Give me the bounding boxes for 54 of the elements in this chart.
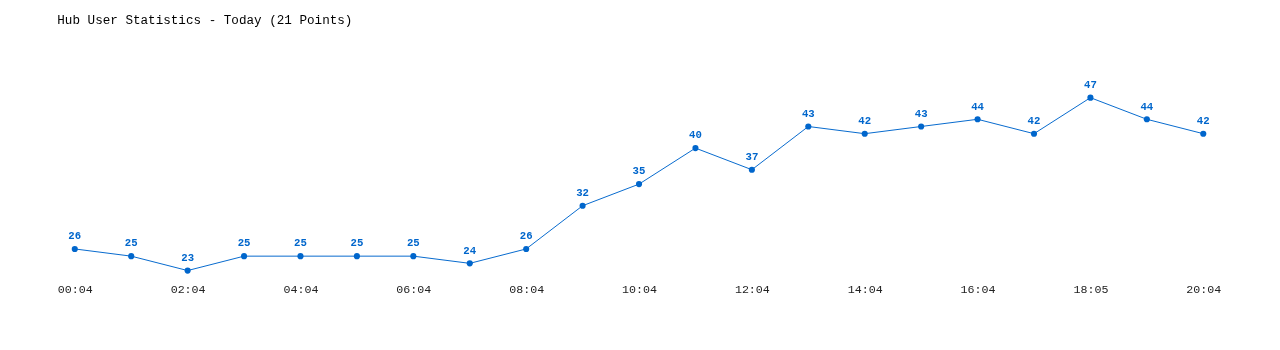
x-tick-label: 16:04: [960, 283, 996, 297]
data-label: 35: [632, 165, 646, 178]
data-label: 25: [237, 237, 251, 250]
point: [184, 267, 191, 274]
data-label: 37: [745, 151, 759, 163]
data-label: 25: [294, 237, 307, 250]
data-label: 26: [519, 230, 533, 243]
data-label: 42: [858, 114, 872, 127]
data-label: 44: [1140, 100, 1154, 113]
data-label: 25: [350, 237, 364, 250]
point: [523, 245, 530, 253]
data-label: 25: [406, 237, 420, 250]
x-tick-label: 10:04: [622, 283, 657, 297]
point: [1143, 116, 1150, 123]
point: [1200, 130, 1207, 137]
data-label: 23: [181, 251, 195, 264]
x-tick-label: 12:04: [734, 283, 770, 297]
point: [861, 130, 868, 137]
point: [974, 116, 981, 123]
point: [805, 123, 812, 130]
data-label: 43: [914, 107, 928, 120]
x-tick-label: 18:05: [1073, 283, 1109, 297]
data-label: 40: [689, 129, 702, 142]
point: [692, 145, 699, 152]
data-label: 32: [576, 187, 590, 200]
x-tick-label: 00:04: [57, 283, 93, 297]
chart-title: Hub User Statistics - Today (21 Points): [57, 12, 353, 28]
point: [748, 166, 755, 173]
point: [466, 260, 473, 267]
point: [410, 253, 417, 260]
x-tick-label: 02:04: [170, 283, 206, 297]
data-label: 47: [1084, 78, 1097, 91]
point: [635, 181, 643, 188]
point: [579, 202, 586, 209]
x-tick-label: 14:04: [847, 283, 883, 297]
point: [353, 253, 360, 260]
data-label: 44: [971, 100, 985, 113]
point: [240, 253, 248, 260]
x-tick-label: 04:04: [283, 283, 319, 297]
point: [128, 253, 135, 260]
data-label: 42: [1027, 114, 1041, 127]
point: [1087, 94, 1094, 101]
point: [1030, 130, 1038, 137]
data-label: 24: [463, 244, 477, 257]
data-label: 26: [68, 230, 82, 243]
x-tick-label: 20:04: [1186, 283, 1222, 297]
point: [918, 123, 925, 130]
point: [71, 245, 78, 253]
x-tick-label: 06:04: [396, 283, 432, 297]
data-label: 42: [1196, 114, 1210, 127]
data-label: 25: [124, 237, 138, 250]
x-tick-label: 08:04: [509, 283, 545, 297]
point: [297, 253, 304, 260]
data-label: 43: [801, 107, 815, 120]
